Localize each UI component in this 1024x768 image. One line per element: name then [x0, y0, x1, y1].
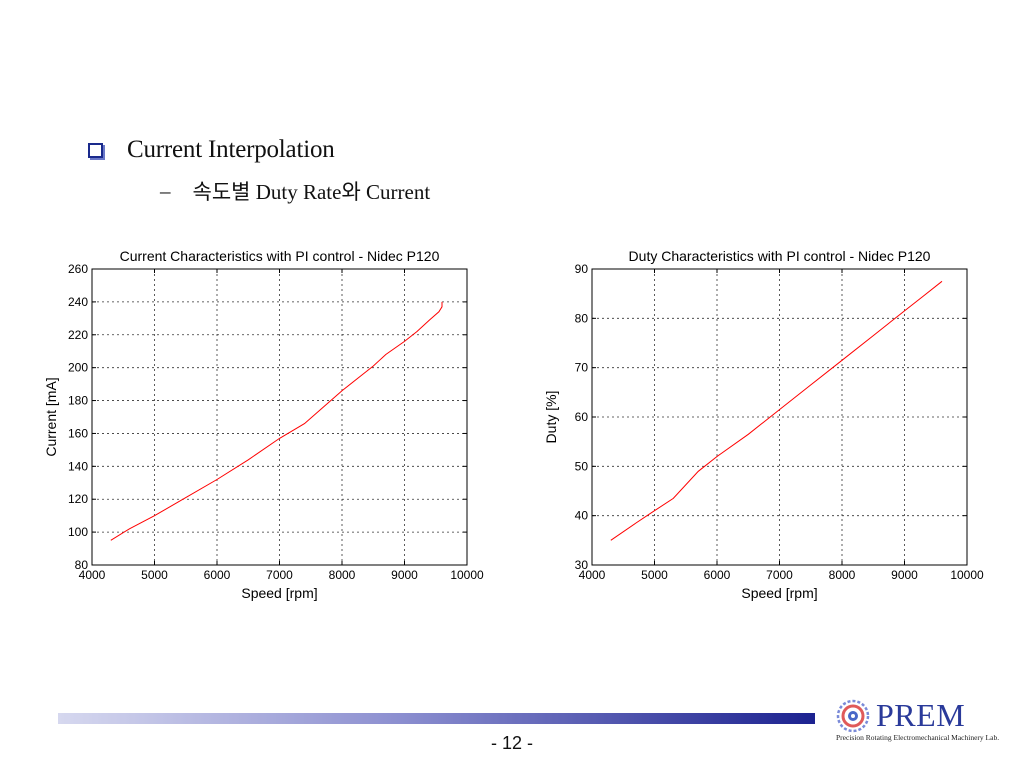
slide-heading: Current Interpolation	[88, 136, 335, 164]
y-tick-label: 100	[68, 525, 88, 539]
x-tick-label: 10000	[450, 568, 484, 582]
y-tick-label: 220	[68, 328, 88, 342]
x-axis-label: Speed [rpm]	[241, 585, 317, 601]
y-tick-label: 50	[575, 459, 589, 473]
chart-title: Current Characteristics with PI control …	[120, 248, 440, 264]
data-line	[610, 280, 943, 541]
y-tick-label: 240	[68, 295, 88, 309]
y-tick-label: 120	[68, 492, 88, 506]
slide-subheading: – 속도별 Duty Rate와 Current	[160, 176, 430, 206]
x-tick-label: 5000	[641, 568, 668, 582]
x-tick-label: 9000	[391, 568, 418, 582]
chart-title: Duty Characteristics with PI control - N…	[629, 248, 931, 264]
x-tick-label: 9000	[891, 568, 918, 582]
dash-bullet: –	[160, 178, 171, 203]
logo-subtitle: Precision Rotating Electromechanical Mac…	[836, 733, 1000, 742]
y-tick-label: 160	[68, 426, 88, 440]
y-axis-label: Duty [%]	[543, 391, 559, 444]
y-axis-label: Current [mA]	[43, 377, 59, 456]
x-tick-label: 6000	[704, 568, 731, 582]
duty-chart: 4000 5000 6000 7000 8000 9000 10000 30 40 50 60 70 8…	[543, 248, 984, 601]
data-line	[110, 301, 443, 541]
x-tick-label: 7000	[766, 568, 793, 582]
square-bullet-icon	[88, 142, 103, 158]
x-tick-label: 4000	[579, 568, 606, 582]
y-tick-label: 80	[75, 558, 89, 572]
x-tick-label: 8000	[329, 568, 356, 582]
current-chart: 4000 5000 6000 7000 8000 9000 10000 80 100 120 140…	[43, 248, 484, 601]
y-tick-label: 60	[575, 410, 589, 424]
y-tick-label: 40	[575, 509, 589, 523]
x-axis-label: Speed [rpm]	[741, 585, 817, 601]
y-tick-label: 260	[68, 262, 88, 276]
x-tick-label: 8000	[829, 568, 856, 582]
x-tick-label: 4000	[79, 568, 106, 582]
prem-logo: PREM Precision Rotating Electromechanica…	[834, 697, 1004, 747]
y-tick-label: 200	[68, 361, 88, 375]
x-tick-label: 6000	[204, 568, 231, 582]
heading-text: Current Interpolation	[127, 136, 335, 163]
y-tick-label: 180	[68, 394, 88, 408]
y-tick-label: 70	[575, 361, 589, 375]
subheading-text: 속도별 Duty Rate와 Current	[192, 180, 431, 204]
prem-emblem-icon	[836, 699, 870, 733]
footer-bar	[58, 713, 815, 724]
y-tick-label: 90	[575, 262, 589, 276]
y-tick-label: 140	[68, 459, 88, 473]
x-tick-label: 7000	[266, 568, 293, 582]
x-tick-label: 5000	[141, 568, 168, 582]
logo-name: PREM	[876, 697, 966, 733]
y-tick-label: 30	[575, 558, 589, 572]
x-tick-label: 10000	[950, 568, 984, 582]
page-number: - 12 -	[490, 733, 533, 753]
y-tick-label: 80	[575, 311, 589, 325]
plot-frame	[591, 268, 968, 566]
plot-frame	[91, 268, 468, 566]
